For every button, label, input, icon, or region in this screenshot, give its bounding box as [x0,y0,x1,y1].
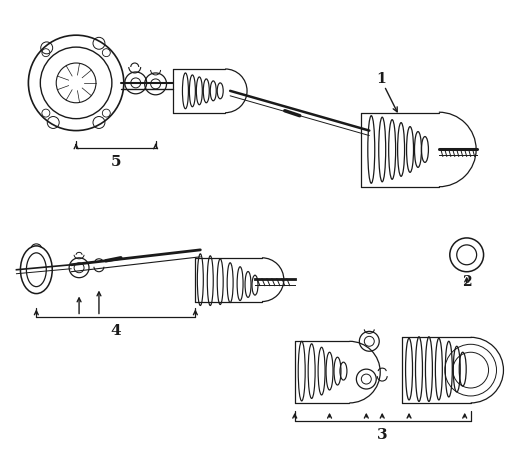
Text: 5: 5 [111,155,121,169]
Text: 1: 1 [376,72,386,86]
Text: 4: 4 [111,324,121,338]
Text: 2: 2 [462,275,471,289]
Text: 3: 3 [377,428,388,442]
